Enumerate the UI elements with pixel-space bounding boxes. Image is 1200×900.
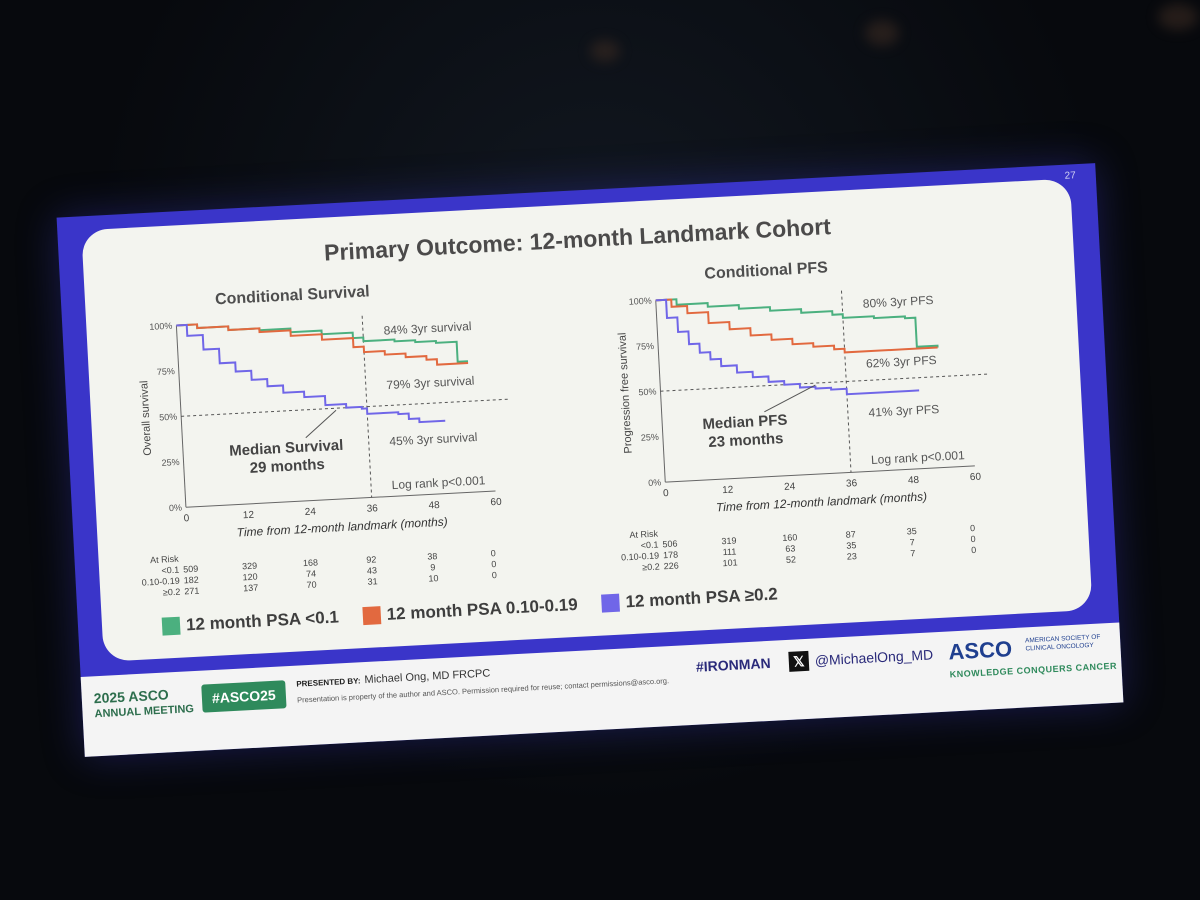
ceiling-light xyxy=(1158,4,1198,30)
y-tick-label: 100% xyxy=(149,321,173,332)
three-year-reference-line xyxy=(840,290,852,473)
slide-card: Primary Outcome: 12-month Landmark Cohor… xyxy=(81,178,1093,662)
legend-swatch-green xyxy=(161,616,181,636)
legend-swatch-orange xyxy=(362,606,382,626)
curve-annotation: 80% 3yr PFS xyxy=(862,293,933,311)
median-annotation: 29 months xyxy=(249,456,325,477)
survival-curve xyxy=(655,298,938,354)
survival-curve xyxy=(176,323,446,424)
y-tick-label: 75% xyxy=(157,366,176,377)
survival-curve xyxy=(655,298,920,396)
median-annotation: 23 months xyxy=(708,430,784,451)
x-tick-label: 24 xyxy=(784,481,796,493)
curve-annotation: Log rank p<0.001 xyxy=(871,448,966,467)
y-tick-label: 25% xyxy=(161,457,180,468)
median-reference-line xyxy=(660,373,991,392)
legend-item: 12 month PSA <0.1 xyxy=(161,607,340,636)
x-tick-label: 0 xyxy=(183,513,190,524)
curve-annotation: 62% 3yr PFS xyxy=(866,353,937,371)
median-annotation: Median PFS xyxy=(702,412,788,433)
x-tick-label: 60 xyxy=(490,497,502,509)
x-axis-label: Time from 12-month landmark (months) xyxy=(716,489,928,514)
ceiling-light xyxy=(865,20,899,46)
meeting-sub: ANNUAL MEETING xyxy=(94,703,195,721)
twitter-handle: @MichaelOng_MD xyxy=(814,646,934,669)
x-tick-label: 0 xyxy=(663,488,670,499)
x-axis-label: Time from 12-month landmark (months) xyxy=(236,515,448,540)
median-reference-line xyxy=(181,398,511,417)
y-tick-label: 0% xyxy=(648,477,662,488)
x-axis xyxy=(665,465,975,483)
meeting-year: 2025 ASCO xyxy=(93,686,170,707)
projection-screen: 27 Primary Outcome: 12-month Landmark Co… xyxy=(56,163,1124,757)
asco-logo: ASCO xyxy=(947,636,1013,665)
median-pointer xyxy=(305,409,337,439)
x-tick-label: 60 xyxy=(970,472,982,484)
survival-curve xyxy=(655,298,939,348)
slide-number: 27 xyxy=(1064,170,1077,182)
x-tick-label: 48 xyxy=(428,500,440,512)
curve-annotation: 84% 3yr survival xyxy=(383,319,472,338)
legend-item: 12 month PSA 0.10-0.19 xyxy=(362,595,578,626)
ironman-hashtag: #IRONMAN xyxy=(695,654,771,675)
legend-swatch-purple xyxy=(601,593,621,613)
y-tick-label: 0% xyxy=(169,502,183,513)
x-tick-label: 36 xyxy=(366,503,378,515)
x-logo-icon: 𝕏 xyxy=(788,650,810,672)
curve-annotation: 79% 3yr survival xyxy=(386,374,475,393)
hashtag-badge: #ASCO25 xyxy=(201,680,287,713)
x-axis xyxy=(185,490,496,508)
legend-item: 12 month PSA ≥0.2 xyxy=(601,584,778,613)
median-annotation: Median Survival xyxy=(229,437,344,460)
x-tick-label: 24 xyxy=(305,506,317,518)
x-tick-label: 12 xyxy=(722,485,734,497)
asco-org-name: AMERICAN SOCIETY OF CLINICAL ONCOLOGY xyxy=(1024,633,1101,653)
survival-curve xyxy=(176,323,469,366)
curve-annotation: Log rank p<0.001 xyxy=(391,473,486,492)
x-tick-label: 36 xyxy=(846,478,858,490)
pfs-chart: 0% 25% 50% 75% 100% 0 12 24 36 48 60 Time from 12-m… xyxy=(616,290,991,514)
x-tick-label: 48 xyxy=(908,475,920,487)
ceiling-light xyxy=(590,40,620,62)
x-tick-label: 12 xyxy=(243,510,255,522)
survival-chart: 0% 25% 50% 75% 100% 0 12 24 36 48 60 Time from 12-m… xyxy=(138,315,511,540)
y-axis-label: Overall survival xyxy=(138,380,154,456)
y-tick-label: 100% xyxy=(628,296,652,307)
curve-annotation: 41% 3yr PFS xyxy=(868,402,939,420)
survival-curve xyxy=(176,323,469,363)
curve-annotation: 45% 3yr survival xyxy=(389,430,478,449)
y-tick-label: 50% xyxy=(159,412,178,423)
y-axis-label: Progression free survival xyxy=(616,332,634,454)
slide-title: Primary Outcome: 12-month Landmark Cohor… xyxy=(323,213,832,266)
median-pointer xyxy=(764,384,816,413)
y-tick-label: 25% xyxy=(641,432,660,443)
y-tick-label: 75% xyxy=(636,341,655,352)
y-tick-label: 50% xyxy=(638,386,657,397)
